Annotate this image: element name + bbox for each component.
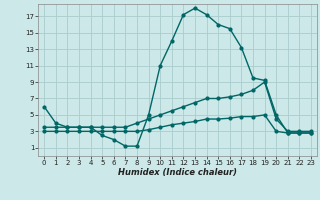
X-axis label: Humidex (Indice chaleur): Humidex (Indice chaleur) (118, 168, 237, 177)
